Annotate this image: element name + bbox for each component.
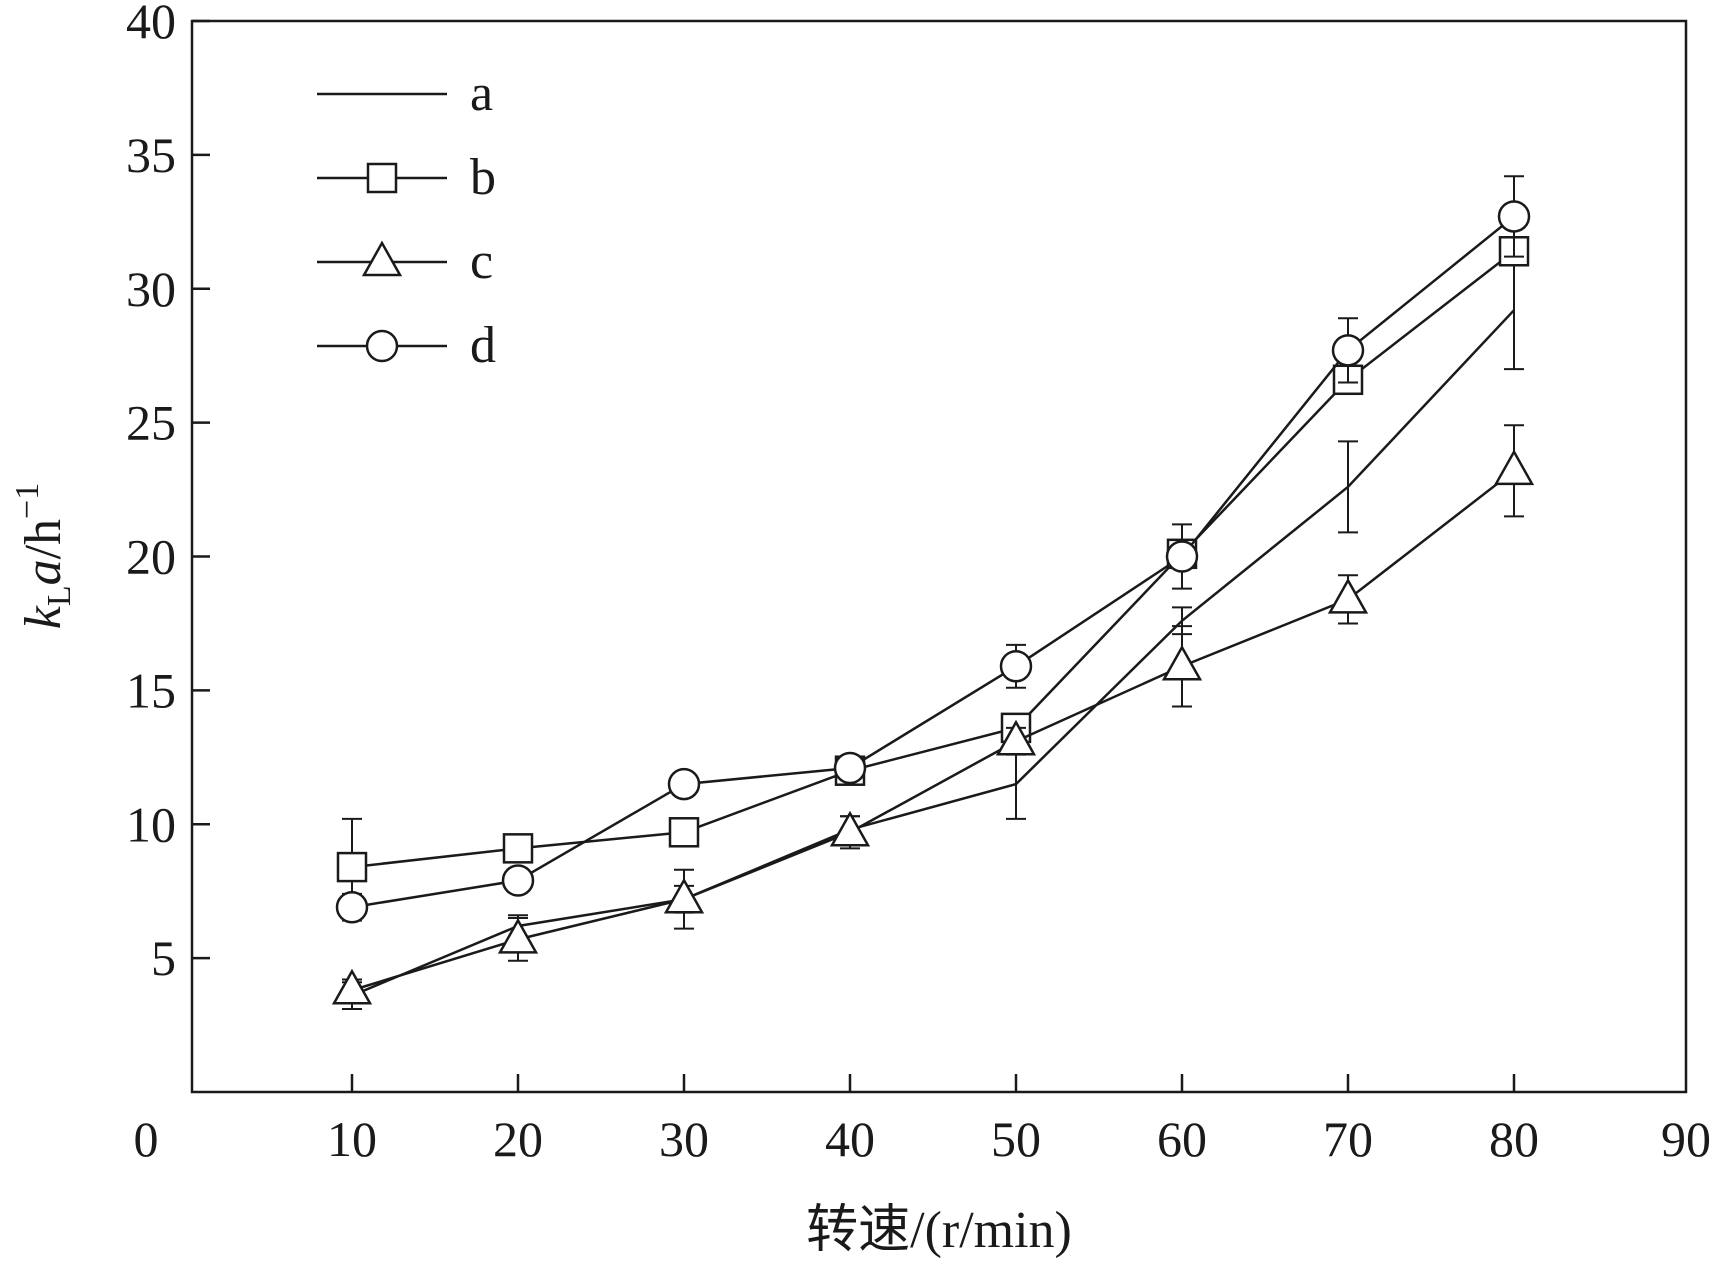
legend-item: a	[317, 65, 493, 122]
data-point	[663, 877, 705, 914]
x-tick-label: 40	[825, 1111, 875, 1167]
data-point	[1493, 449, 1535, 486]
y-axis-title: kLa/h−1	[9, 483, 78, 630]
x-axis: 0 10 20 30 40 50 60 70 80 90	[134, 1074, 1711, 1167]
y-tick-label: 5	[151, 930, 176, 986]
series-c	[331, 424, 1535, 1005]
y-tick-label: 35	[126, 127, 176, 183]
legend-label: a	[470, 65, 493, 122]
series-d	[335, 175, 1531, 924]
x-tick-label: 90	[1661, 1111, 1711, 1167]
legend-label: d	[470, 317, 496, 374]
legend-item: b	[317, 149, 496, 206]
data-point	[331, 968, 373, 1005]
data-point	[1331, 334, 1365, 367]
y-tick-label: 10	[126, 796, 176, 852]
data-point	[497, 917, 539, 954]
y-tick-label: 20	[126, 529, 176, 585]
y-tick-label: 40	[126, 0, 176, 49]
data-point	[502, 833, 534, 864]
data-point	[995, 719, 1037, 756]
y-tick-label: 30	[126, 261, 176, 317]
x-tick-label: 50	[991, 1111, 1041, 1167]
series-line	[351, 309, 1515, 997]
data-point	[336, 851, 368, 883]
x-tick-label: 30	[659, 1111, 709, 1167]
data-point	[667, 767, 701, 801]
series-line	[351, 250, 1515, 869]
data-point	[668, 817, 700, 848]
data-point	[335, 891, 369, 924]
data-point	[501, 864, 535, 897]
y-tick-label: 25	[126, 395, 176, 451]
y-axis: 5 10 15 20 25 30 35 40	[126, 0, 210, 986]
legend-marker	[361, 240, 403, 277]
plot-frame	[190, 19, 1688, 1094]
legend-item: c	[317, 233, 493, 290]
y-tick-label: 15	[126, 662, 176, 718]
data-point	[833, 751, 867, 785]
x-tick-label: 80	[1489, 1111, 1539, 1167]
x-tick-label: 70	[1323, 1111, 1373, 1167]
data-point	[1497, 200, 1531, 233]
series-line	[351, 469, 1515, 992]
data-point	[1327, 577, 1369, 614]
x-tick-label: 60	[1157, 1111, 1207, 1167]
data-point	[1165, 540, 1199, 573]
x-tick-label: 0	[134, 1111, 159, 1167]
data-point	[999, 650, 1033, 683]
legend-marker	[366, 162, 398, 194]
series-line	[351, 215, 1515, 909]
x-tick-label: 20	[493, 1111, 543, 1167]
legend-item: d	[317, 317, 496, 374]
data-point	[1161, 644, 1203, 681]
legend-label: b	[470, 149, 496, 206]
series-layer	[331, 175, 1535, 1010]
legend-marker	[365, 329, 399, 363]
x-axis-title: 转速/(r/min)	[806, 1202, 1072, 1259]
legend-label: c	[470, 233, 493, 290]
x-tick-label: 10	[327, 1111, 377, 1167]
data-point	[829, 810, 871, 847]
